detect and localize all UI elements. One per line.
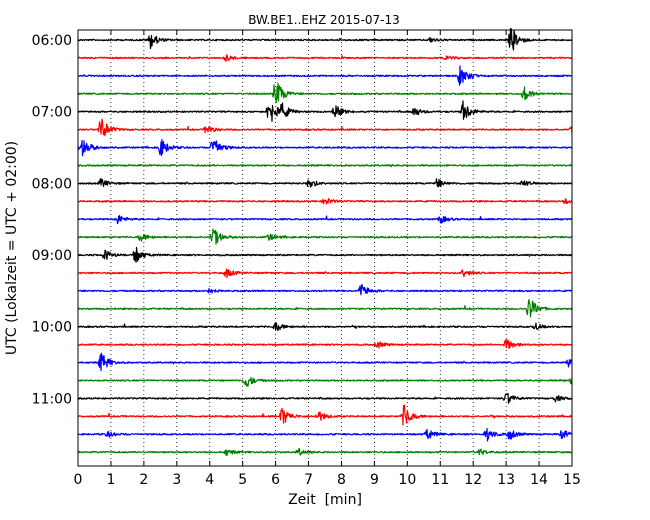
- x-tick-label: 14: [530, 472, 548, 488]
- seismogram-trace: [77, 178, 573, 188]
- x-tick-label: 7: [304, 472, 313, 488]
- chart-title: BW.BE1..EHZ 2015-07-13: [248, 13, 400, 27]
- x-tick-label: 2: [139, 472, 148, 488]
- x-tick-label: 12: [464, 472, 482, 488]
- seismogram-trace: [77, 54, 573, 62]
- seismogram-trace: [77, 118, 573, 137]
- seismogram-trace: [77, 139, 573, 157]
- y-tick-label: 11:00: [32, 391, 72, 407]
- seismogram-trace: [77, 392, 573, 404]
- seismogram-trace: [77, 268, 573, 279]
- seismogram-trace: [77, 27, 573, 51]
- seismogram-trace: [77, 376, 573, 387]
- x-tick-label: 10: [398, 472, 416, 488]
- x-axis-ticks: 0 1 2 3 4 5 6 7 8 9 10 11 12 13 14 15: [74, 30, 581, 488]
- seismogram-trace: [77, 214, 573, 225]
- plot-frame: [77, 29, 573, 467]
- trace-group: [77, 27, 573, 457]
- y-tick-label: 10:00: [32, 320, 72, 336]
- y-tick-label: 06:00: [32, 33, 72, 49]
- y-tick-label: 07:00: [32, 105, 72, 121]
- x-tick-label: 15: [563, 472, 581, 488]
- seismogram-trace: [77, 338, 573, 350]
- x-tick-label: 4: [205, 472, 214, 488]
- seismogram-trace: [77, 404, 573, 426]
- x-tick-label: 9: [370, 472, 379, 488]
- seismogram-trace: [77, 322, 573, 332]
- y-tick-label: 08:00: [32, 176, 72, 192]
- seismogram-trace: [77, 164, 573, 168]
- vertical-grid: [110, 30, 540, 466]
- x-tick-label: 8: [337, 472, 346, 488]
- x-tick-label: 11: [431, 472, 449, 488]
- seismogram-trace: [77, 352, 573, 372]
- seismogram-trace: [77, 228, 573, 245]
- seismogram-trace: [77, 246, 573, 263]
- y-axis-ticks: 06:00 07:00 08:00 09:00 10:00 11:00: [32, 33, 572, 407]
- x-tick-label: 0: [74, 472, 83, 488]
- x-tick-label: 6: [271, 472, 280, 488]
- x-tick-label: 3: [172, 472, 181, 488]
- x-tick-label: 5: [238, 472, 247, 488]
- y-axis-label: UTC (Lokalzeit = UTC + 02:00): [4, 141, 20, 355]
- seismogram-trace: [77, 283, 573, 296]
- seismogram-trace: [77, 299, 573, 318]
- seismogram-trace: [77, 427, 573, 442]
- seismogram-trace: [77, 82, 573, 103]
- seismogram-trace: [77, 198, 573, 205]
- x-axis-label: Zeit [min]: [288, 492, 362, 508]
- seismogram-trace: [77, 65, 573, 86]
- x-tick-label: 1: [106, 472, 115, 488]
- x-tick-label: 13: [497, 472, 515, 488]
- seismogram-trace: [77, 447, 573, 457]
- seismogram-trace: [77, 100, 573, 122]
- y-tick-label: 09:00: [32, 248, 72, 264]
